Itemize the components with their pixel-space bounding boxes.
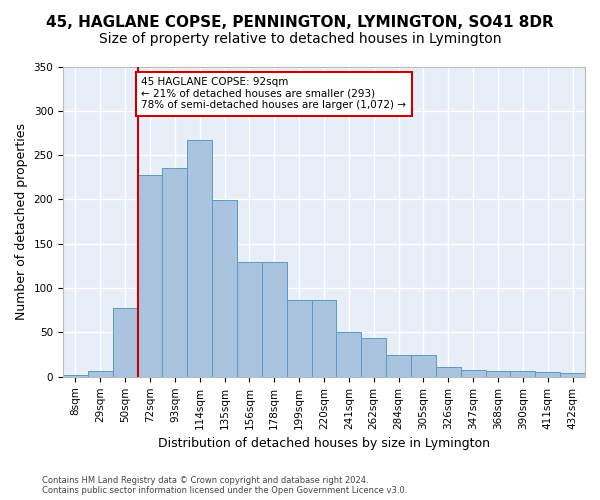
Bar [411,354,436,377]
Text: 45, HAGLANE COPSE, PENNINGTON, LYMINGTON, SO41 8DR: 45, HAGLANE COPSE, PENNINGTON, LYMINGTON… [46,15,554,30]
Bar [287,300,311,377]
Bar [262,262,287,377]
X-axis label: Distribution of detached houses by size in Lymington: Distribution of detached houses by size … [158,437,490,450]
Bar [337,332,361,377]
Bar [137,174,163,377]
Text: Size of property relative to detached houses in Lymington: Size of property relative to detached ho… [99,32,501,46]
Bar [63,375,88,377]
Bar [237,262,262,377]
Bar [485,372,511,377]
Bar [311,300,337,377]
Bar [560,374,585,377]
Bar [212,200,237,377]
Y-axis label: Number of detached properties: Number of detached properties [15,123,28,320]
Bar [386,354,411,377]
Bar [163,168,187,377]
Bar [461,370,485,377]
Text: 45 HAGLANE COPSE: 92sqm
← 21% of detached houses are smaller (293)
78% of semi-d: 45 HAGLANE COPSE: 92sqm ← 21% of detache… [142,77,406,110]
Bar [88,372,113,377]
Bar [436,367,461,377]
Bar [361,338,386,377]
Bar [187,140,212,377]
Bar [535,372,560,377]
Bar [511,372,535,377]
Bar [113,308,137,377]
Text: Contains HM Land Registry data © Crown copyright and database right 2024.
Contai: Contains HM Land Registry data © Crown c… [42,476,407,495]
